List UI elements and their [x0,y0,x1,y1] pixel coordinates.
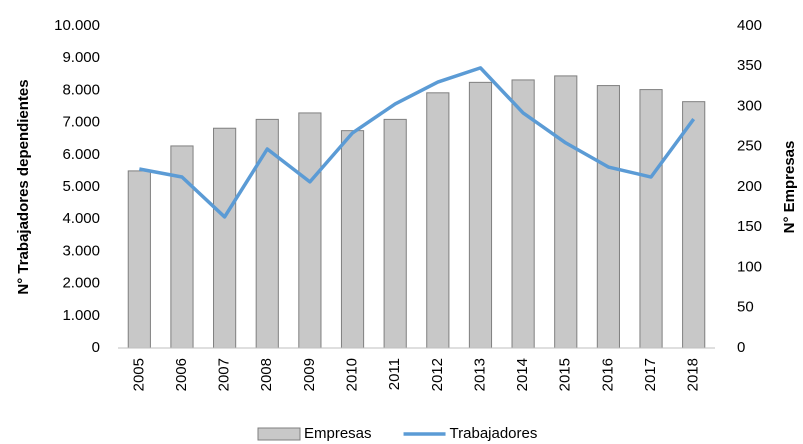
x-tick-label: 2015 [557,358,574,391]
y-tick-label: 9.000 [62,49,100,66]
x-tick-label: 2017 [642,358,659,391]
y-axis-title: N° Trabajadores dependientes [15,79,32,294]
bar [596,85,620,349]
x-tick-label: 2007 [216,358,233,391]
x-tick-label: 2010 [344,358,361,391]
y2-tick-label: 250 [737,138,762,155]
y-tick-label: 10.000 [54,17,100,34]
bar [298,112,322,349]
y-tick-label: 1.000 [62,307,100,324]
x-tick-label: 2005 [130,358,147,391]
x-tick-label: 2006 [173,358,190,391]
y2-tick-label: 300 [737,97,762,114]
y-tick-label: 2.000 [62,275,100,292]
x-tick-label: 2018 [685,358,702,391]
bar [468,81,493,349]
y-tick-label: 8.000 [62,81,100,98]
y-tick-label: 6.000 [62,146,100,163]
x-tick-label: 2014 [514,358,531,391]
line [138,66,696,219]
x-tick-label: 2009 [301,358,318,391]
bar [383,118,407,349]
bar [682,101,706,349]
y2-axis-title: N° Empresas [781,141,798,234]
legend-swatch [257,427,301,441]
y-tick-label: 7.000 [62,114,100,131]
bar [554,75,578,349]
y2-tick-label: 350 [737,57,762,74]
legend-label: Trabajadores [450,425,538,442]
y-tick-label: 4.000 [62,210,100,227]
y-tick-label: 5.000 [62,178,100,195]
y2-tick-label: 400 [737,17,762,34]
bar [639,89,663,349]
x-tick-label: 2011 [386,358,403,390]
bar [127,170,151,349]
y2-tick-label: 50 [737,299,754,316]
y2-tick-label: 150 [737,218,762,235]
legend-label: Empresas [304,425,372,442]
bar [426,92,450,349]
y-tick-label: 3.000 [62,242,100,259]
bar [340,130,365,349]
x-tick-label: 2013 [471,358,488,391]
x-tick-label: 2016 [599,358,616,391]
y-tick-label: 0 [92,339,100,356]
bar [213,127,237,349]
y2-tick-label: 200 [737,178,762,195]
y2-tick-label: 100 [737,258,762,275]
x-tick-label: 2008 [258,358,275,391]
y2-tick-label: 0 [737,339,745,356]
x-tick-label: 2012 [429,358,446,391]
